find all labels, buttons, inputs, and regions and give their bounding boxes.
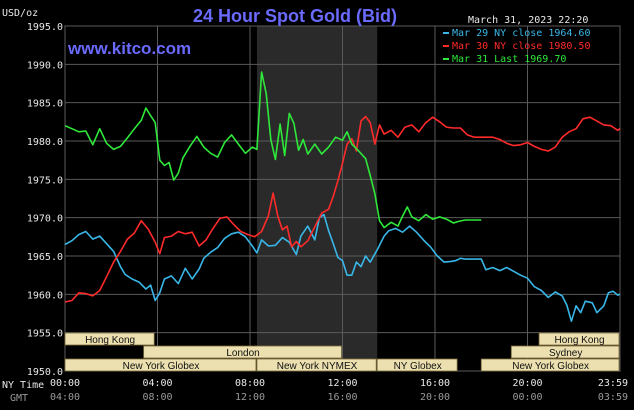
x-tick-label-ny: 20:00 bbox=[512, 378, 542, 389]
session-bar bbox=[64, 332, 155, 346]
session-label: Hong Kong bbox=[85, 335, 135, 346]
legend: Mar 29 NY close 1964.60 Mar 30 NY close 1… bbox=[443, 28, 590, 65]
session-label: London bbox=[226, 348, 259, 359]
legend-entry: Mar 31 Last 1969.70 bbox=[452, 54, 566, 65]
x-tick-label-gmt: 00:00 bbox=[512, 392, 542, 403]
price-series bbox=[64, 71, 621, 322]
y-tick-label: 1965.0 bbox=[27, 252, 63, 263]
x-tick-label-gmt: 08:00 bbox=[142, 392, 172, 403]
x-tick-label-ny: 23:59 bbox=[598, 378, 628, 389]
y-tick-label: 1980.0 bbox=[27, 137, 63, 148]
y-tick-label: 1950.0 bbox=[27, 367, 63, 378]
series-line bbox=[64, 71, 482, 229]
series-line bbox=[64, 213, 621, 322]
session-label: New York Globex bbox=[512, 361, 589, 372]
site-label: www.kitco.com bbox=[67, 39, 191, 58]
x-tick-label-ny: 12:00 bbox=[327, 378, 357, 389]
y-tick-label: 1995.0 bbox=[27, 22, 63, 33]
series-line bbox=[64, 115, 621, 303]
gmt-label: GMT bbox=[10, 393, 28, 404]
x-tick-label-gmt: 03:59 bbox=[598, 392, 628, 403]
x-tick-label-gmt: 12:00 bbox=[235, 392, 265, 403]
y-tick-label: 1955.0 bbox=[27, 329, 63, 340]
session-bar bbox=[64, 358, 257, 372]
x-tick-label-gmt: 20:00 bbox=[420, 392, 450, 403]
x-tick-label-gmt: 04:00 bbox=[50, 392, 80, 403]
y-tick-label: 1985.0 bbox=[27, 99, 63, 110]
session-label: New York NYMEX bbox=[277, 361, 358, 372]
session-label: Hong Kong bbox=[555, 335, 605, 346]
x-tick-label-ny: 00:00 bbox=[50, 378, 80, 389]
session-bar bbox=[376, 358, 458, 372]
session-label: Sydney bbox=[549, 348, 582, 359]
session-label: NY Globex bbox=[394, 361, 442, 372]
session-bar bbox=[538, 332, 620, 346]
y-tick-label: 1975.0 bbox=[27, 175, 63, 186]
session-bar bbox=[256, 358, 377, 372]
y-tick-label: 1960.0 bbox=[27, 290, 63, 301]
x-tick-label-ny: 08:00 bbox=[235, 378, 265, 389]
y-tick-label: 1990.0 bbox=[27, 60, 63, 71]
shaded-region bbox=[256, 26, 378, 371]
chart-title: 24 Hour Spot Gold (Bid) bbox=[193, 6, 397, 26]
date-label: March 31, 2023 22:20 bbox=[468, 15, 588, 26]
y-axis-ticks: 1995.0 1990.0 1985.0 1980.0 1975.0 1970.0 1965… bbox=[27, 22, 63, 378]
x-tick-label-ny: 04:00 bbox=[142, 378, 172, 389]
session-bar bbox=[510, 345, 620, 359]
session-bar bbox=[143, 345, 342, 359]
legend-entry: Mar 30 NY close 1980.50 bbox=[452, 41, 590, 52]
x-tick-label-ny: 16:00 bbox=[420, 378, 450, 389]
x-axis-ticks: 00:00 04:00 04:00 08:00 08:00 12:00 12:00 16:00… bbox=[50, 378, 628, 403]
legend-entry: Mar 29 NY close 1964.60 bbox=[452, 28, 590, 39]
session-label: New York Globex bbox=[123, 361, 200, 372]
y-tick-label: 1970.0 bbox=[27, 214, 63, 225]
trading-sessions: Hong Kong Hong Kong London Sydney New York G… bbox=[64, 332, 620, 372]
session-bar bbox=[480, 358, 620, 372]
ny-time-label: NY Time bbox=[2, 380, 44, 391]
x-tick-label-gmt: 16:00 bbox=[327, 392, 357, 403]
y-axis-label: USD/oz bbox=[2, 8, 38, 19]
